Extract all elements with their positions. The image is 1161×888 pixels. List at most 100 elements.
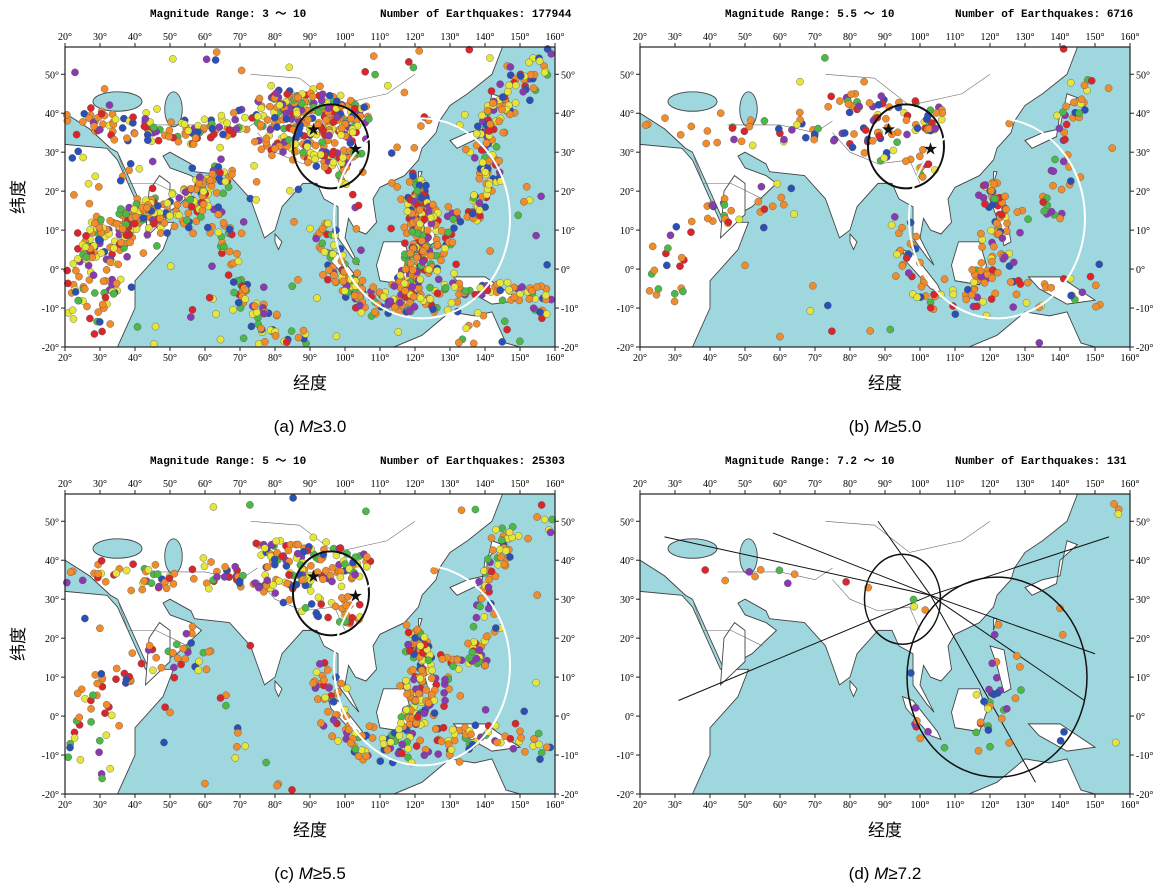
caption-prefix: (b) <box>849 417 875 436</box>
earthquake-dot <box>180 645 187 652</box>
earthquake-dot <box>149 158 156 165</box>
earthquake-dot <box>81 285 88 292</box>
earthquake-dot <box>492 526 499 533</box>
earthquake-dot <box>984 705 991 712</box>
earthquake-dot <box>728 207 735 214</box>
earthquake-dot <box>96 318 103 325</box>
earthquake-dot <box>1016 663 1023 670</box>
earthquake-dot <box>500 129 507 136</box>
earthquake-dot <box>911 603 918 610</box>
earthquake-dot <box>226 226 233 233</box>
earthquake-dot <box>406 647 413 654</box>
earthquake-dot <box>288 786 295 793</box>
lon-tick-label: 130° <box>441 32 460 43</box>
earthquake-dot <box>504 326 511 333</box>
earthquake-dot <box>72 288 79 295</box>
earthquake-dot <box>158 664 165 671</box>
earthquake-dot <box>359 277 366 284</box>
earthquake-dot <box>1061 136 1068 143</box>
earthquake-dot <box>300 327 307 334</box>
lon-tick-label: 60° <box>198 479 212 490</box>
earthquake-dot <box>428 675 435 682</box>
earthquake-dot <box>155 583 162 590</box>
earthquake-dot <box>511 294 518 301</box>
earthquake-dot <box>313 669 320 676</box>
earthquake-dot <box>411 303 418 310</box>
lat-tick-label: 40° <box>561 109 575 120</box>
earthquake-dot <box>74 690 81 697</box>
lon-tick-label: 50° <box>163 32 177 43</box>
earthquake-dot <box>163 585 170 592</box>
earthquake-dot <box>388 225 395 232</box>
lon-tick-label: 30° <box>668 479 682 490</box>
earthquake-dot <box>110 290 117 297</box>
earthquake-dot <box>466 655 473 662</box>
caption-condition: ≥7.2 <box>888 864 921 883</box>
earthquake-dot <box>435 276 442 283</box>
magnitude-range: Magnitude Range: 3 ～ 10 <box>150 9 306 21</box>
lon-tick-label: 130° <box>1016 353 1035 364</box>
earthquake-dot <box>338 125 345 132</box>
earthquake-dot <box>1036 339 1043 346</box>
earthquake-dot <box>314 294 321 301</box>
earthquake-dot <box>197 213 204 220</box>
lat-tick-label: 30° <box>620 595 634 606</box>
earthquake-dot <box>116 722 123 729</box>
earthquake-dot <box>476 207 483 214</box>
lon-tick-label: 30° <box>668 353 682 364</box>
earthquake-dot <box>76 714 83 721</box>
earthquake-dot <box>410 173 417 180</box>
earthquake-dot <box>97 216 104 223</box>
lat-tick-label: 50° <box>561 70 575 81</box>
earthquake-dot <box>416 47 423 54</box>
earthquake-dot <box>167 263 174 270</box>
caption-prefix: (d) <box>849 864 875 883</box>
earthquake-dot <box>261 310 268 317</box>
earthquake-dot <box>448 299 455 306</box>
earthquake-dot <box>192 134 199 141</box>
earthquake-dot <box>258 146 265 153</box>
earthquake-dot <box>330 118 337 125</box>
earthquake-dot <box>283 562 290 569</box>
earthquake-dot <box>107 765 114 772</box>
earthquake-dot <box>543 310 550 317</box>
earthquake-dot <box>253 540 260 547</box>
earthquake-dot <box>377 758 384 765</box>
earthquake-dot <box>293 110 300 117</box>
earthquake-dot <box>856 103 863 110</box>
earthquake-dot <box>899 262 906 269</box>
earthquake-dot <box>313 235 320 242</box>
earthquake-dot <box>363 553 370 560</box>
earthquake-dot <box>784 580 791 587</box>
earthquake-dot <box>646 287 653 294</box>
epicenter-star: ★ <box>923 139 938 158</box>
earthquake-dot <box>903 254 910 261</box>
earthquake-dot <box>257 121 264 128</box>
lon-tick-label: 110° <box>946 32 965 43</box>
earthquake-dot <box>288 328 295 335</box>
earthquake-dot <box>760 224 767 231</box>
earthquake-dot <box>663 262 670 269</box>
earthquake-dot <box>229 306 236 313</box>
earthquake-dot <box>778 194 785 201</box>
earthquake-dot <box>284 91 291 98</box>
lon-tick-label: 140° <box>476 800 495 811</box>
earthquake-dot <box>419 247 426 254</box>
lon-tick-label: 100° <box>911 800 930 811</box>
earthquake-dot <box>518 734 525 741</box>
earthquake-dot <box>257 325 264 332</box>
earthquake-dot <box>222 178 229 185</box>
y-axis-label: 纬度 <box>9 180 29 214</box>
earthquake-dot <box>283 115 290 122</box>
earthquake-dot <box>454 656 461 663</box>
earthquake-dot <box>267 126 274 133</box>
earthquake-dot <box>487 121 494 128</box>
earthquake-dot <box>1013 291 1020 298</box>
earthquake-dot <box>371 308 378 315</box>
lat-tick-label: 0° <box>561 712 570 723</box>
earthquake-dot <box>470 340 477 347</box>
lon-tick-label: 100° <box>336 800 355 811</box>
earthquake-dot <box>836 98 843 105</box>
earthquake-dot <box>417 276 424 283</box>
earthquake-dot <box>273 311 280 318</box>
